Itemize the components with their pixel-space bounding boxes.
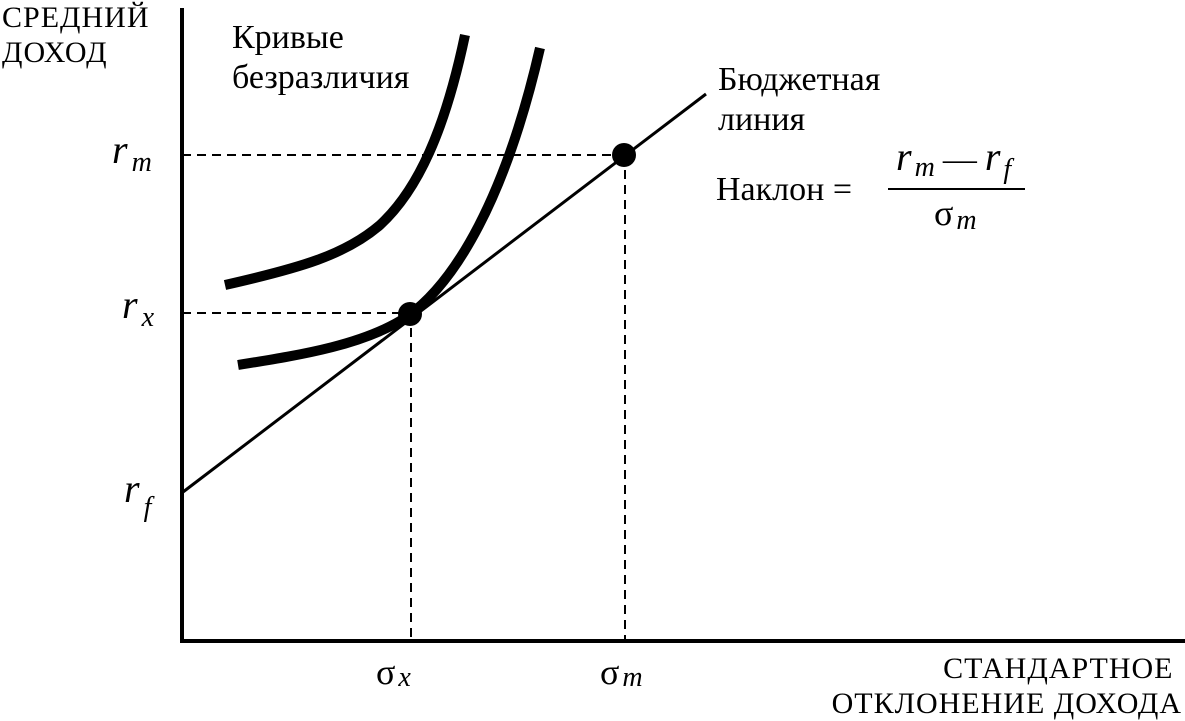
market-portfolio-point <box>612 143 636 167</box>
x-axis-label: СТАНДАРТНОЕ ОТКЛОНЕНИЕ ДОХОДА <box>832 652 1182 720</box>
indifference-curves-label: Кривые безразличия <box>232 19 410 96</box>
indifference-curve-upper <box>223 33 470 290</box>
slope-numerator: r m — r f <box>896 134 1014 185</box>
y-axis-label: СРЕДНИЙ ДОХОД <box>2 1 158 69</box>
tangency-point <box>398 302 422 326</box>
budget-line-label: Бюджетная линия <box>718 61 889 138</box>
slope-label: Наклон = <box>716 171 852 208</box>
